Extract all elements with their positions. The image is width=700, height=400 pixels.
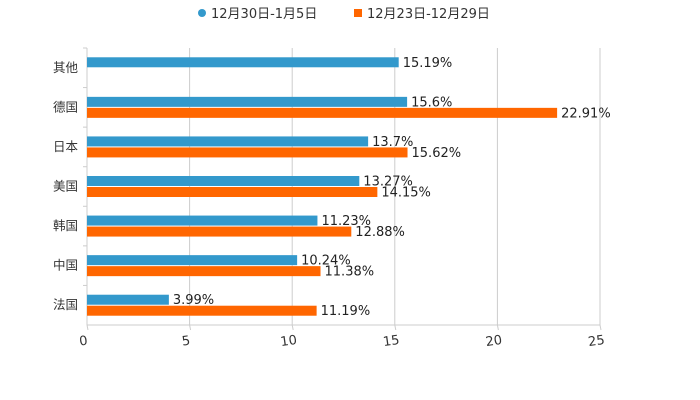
bar-series-2[interactable] [87, 305, 317, 316]
x-tick-mark [189, 324, 192, 331]
legend: 12月30日-1月5日 12月23日-12月29日 [198, 7, 490, 22]
legend-item-2[interactable]: 12月23日-12月29日 [354, 7, 490, 22]
category-label: 德国 [53, 99, 78, 114]
bar-series-2[interactable] [87, 147, 408, 158]
x-tick-mark [86, 324, 89, 331]
x-tick-label: 10 [279, 333, 297, 350]
data-label: 11.38% [325, 265, 375, 280]
data-label: 15.19% [403, 56, 453, 71]
bar-series-1[interactable] [87, 57, 399, 68]
legend-marker-square-icon [354, 9, 362, 17]
category-label: 中国 [53, 258, 78, 273]
data-label: 15.62% [412, 146, 462, 161]
data-label: 13.7% [372, 135, 413, 150]
bar-series-1[interactable] [87, 96, 408, 107]
bar-series-2[interactable] [87, 187, 378, 197]
data-label: 13.27% [363, 175, 413, 190]
x-tick-label: 20 [485, 333, 503, 350]
x-tick-label: 5 [181, 334, 191, 350]
bar-series-2[interactable] [87, 107, 558, 118]
data-label: 14.15% [381, 186, 431, 201]
bar-series-2[interactable] [87, 266, 321, 277]
bar-series-1[interactable] [87, 255, 298, 266]
bar-series-1[interactable] [87, 176, 360, 186]
data-labels: 15.19% 15.6% 22.91% 13.7%15.62% 13.27%14.15%… [173, 56, 611, 319]
bar-series-1[interactable] [87, 294, 169, 305]
gridlines [189, 48, 601, 325]
data-label: 11.19% [321, 304, 371, 319]
x-tick-mark [291, 324, 294, 331]
legend-marker-circle-icon [198, 9, 206, 17]
data-label: 22.91% [561, 106, 611, 121]
bar-series-1[interactable] [87, 136, 369, 147]
category-label: 其他 [53, 60, 79, 75]
x-tick-mark [599, 324, 602, 331]
data-label: 3.99% [173, 293, 214, 308]
legend-item-1[interactable]: 12月30日-1月5日 [198, 7, 317, 22]
category-label: 韩国 [53, 218, 78, 233]
legend-label: 12月23日-12月29日 [367, 7, 490, 22]
data-label: 12.88% [355, 225, 405, 240]
category-label: 日本 [53, 139, 79, 154]
bar-series-1[interactable] [87, 215, 318, 226]
bars [87, 57, 558, 316]
data-label: 10.24% [301, 254, 351, 269]
x-tick-mark [394, 324, 397, 331]
bar-series-2[interactable] [87, 226, 352, 237]
x-tick-label: 0 [78, 334, 88, 350]
legend-label: 12月30日-1月5日 [211, 7, 317, 22]
x-tick-label: 25 [587, 333, 605, 350]
category-label: 美国 [53, 179, 78, 194]
x-tick-mark [496, 324, 499, 331]
data-label: 11.23% [321, 214, 371, 229]
category-label: 法国 [53, 297, 78, 312]
data-label: 15.6% [411, 95, 452, 110]
x-tick-label: 15 [382, 333, 400, 350]
